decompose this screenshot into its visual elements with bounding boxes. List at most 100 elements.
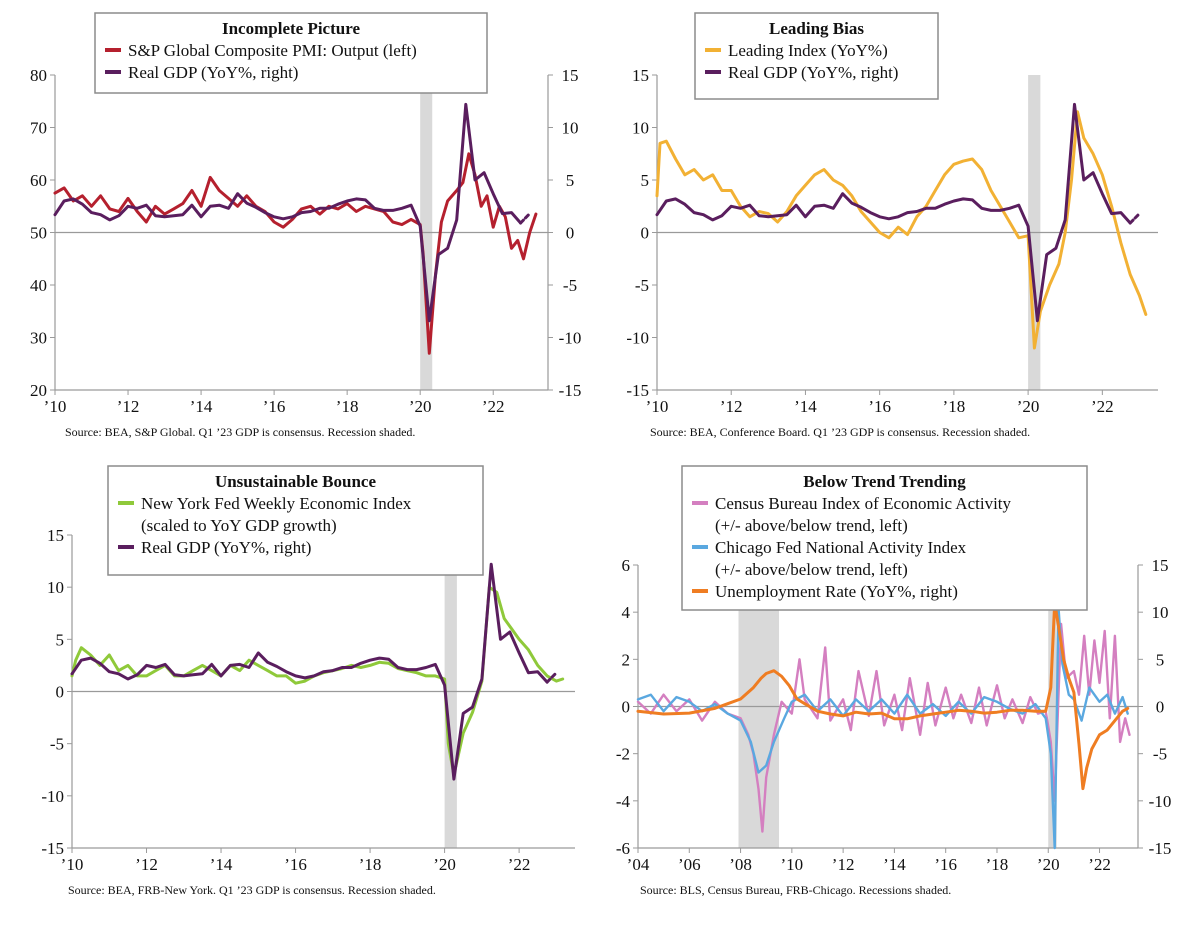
legend-box: [694, 12, 939, 100]
left-tick-label: 20: [30, 381, 47, 400]
x-tick-label: ’12: [135, 855, 158, 874]
series-line-1: [70, 585, 565, 777]
x-tick-label: ’16: [868, 397, 891, 416]
legend-label: (+/- above/below trend, left): [715, 516, 908, 535]
series-line-2: [655, 102, 1132, 323]
right-tick-label: -10: [559, 329, 582, 348]
left-tick-label: 5: [56, 630, 65, 649]
left-tick-label: 0: [641, 224, 650, 243]
left-tick-label: 60: [30, 171, 47, 190]
legend: Unsustainable Bounce New York Fed Weekly …: [107, 465, 484, 576]
legend-label: (scaled to YoY GDP growth): [141, 516, 337, 535]
legend-label: Unemployment Rate (YoY%, right): [715, 582, 958, 601]
legend-box: [94, 12, 488, 94]
x-tick-label: ’22: [508, 855, 531, 874]
left-tick-label: -6: [616, 839, 630, 858]
left-tick-label: 2: [622, 650, 631, 669]
x-tick-label: ’16: [263, 397, 286, 416]
x-tick-label: ’06: [678, 855, 701, 874]
legend-label: Leading Index (YoY%): [728, 41, 888, 60]
left-tick-label: -10: [626, 329, 649, 348]
left-tick-label: 0: [56, 683, 65, 702]
left-tick-label: -5: [50, 735, 64, 754]
chart-title: Incomplete Picture: [222, 19, 360, 38]
x-tick-label: ’14: [190, 397, 213, 416]
legend-label: S&P Global Composite PMI: Output (left): [128, 41, 417, 60]
left-tick-label: -4: [616, 792, 631, 811]
left-tick-label: 15: [47, 526, 64, 545]
right-tick-label: 10: [1152, 603, 1169, 622]
x-tick-label: ’08: [729, 855, 752, 874]
source-note: Source: BEA, S&P Global. Q1 ’23 GDP is c…: [65, 425, 415, 439]
left-tick-label: -15: [626, 381, 649, 400]
x-tick-label: ’20: [433, 855, 456, 874]
x-tick-label: ’22: [1088, 855, 1111, 874]
x-tick-label: ’18: [336, 397, 359, 416]
right-tick-label: 10: [562, 119, 579, 138]
x-tick-label: ’14: [883, 855, 906, 874]
x-tick-label: ’18: [943, 397, 966, 416]
series-line-3: [636, 601, 1130, 791]
x-tick-label: ’14: [210, 855, 233, 874]
legend-box: [107, 465, 484, 576]
x-tick-label: ’10: [61, 855, 84, 874]
left-tick-label: 0: [622, 698, 631, 717]
legend-label: New York Fed Weekly Economic Index: [141, 494, 412, 513]
series-line-2: [70, 562, 549, 781]
left-tick-label: 6: [622, 556, 631, 575]
legend-box: [681, 465, 1088, 611]
x-tick-label: ’14: [794, 397, 817, 416]
right-tick-label: 5: [566, 171, 575, 190]
series-line-1: [636, 622, 1131, 833]
right-tick-label: 0: [1156, 698, 1165, 717]
left-tick-label: 10: [632, 119, 649, 138]
legend: Leading Bias Leading Index (YoY%) Real GDP…: [694, 12, 939, 100]
legend-label: Chicago Fed National Activity Index: [715, 538, 967, 557]
x-tick-label: ’18: [986, 855, 1009, 874]
x-tick-label: ’12: [720, 397, 743, 416]
left-tick-label: -10: [41, 787, 64, 806]
right-tick-label: 0: [566, 224, 575, 243]
x-tick-label: ’10: [44, 397, 67, 416]
right-tick-label: 15: [562, 66, 579, 85]
legend-label: Real GDP (YoY%, right): [128, 63, 298, 82]
chart-title: Below Trend Trending: [803, 472, 966, 491]
x-tick-label: ’16: [934, 855, 957, 874]
x-tick-label: ’20: [409, 397, 432, 416]
right-tick-label: -15: [559, 381, 582, 400]
left-tick-label: -5: [635, 276, 649, 295]
x-tick-label: ’12: [832, 855, 855, 874]
x-tick-label: ’22: [1091, 397, 1114, 416]
x-tick-label: ’10: [781, 855, 804, 874]
source-note: Source: BEA, Conference Board. Q1 ’23 GD…: [650, 425, 1030, 439]
source-note: Source: BLS, Census Bureau, FRB-Chicago.…: [640, 883, 951, 897]
right-tick-label: -15: [1149, 839, 1172, 858]
series-line-2: [53, 102, 523, 323]
left-tick-label: 70: [30, 119, 47, 138]
x-tick-label: ’20: [1037, 855, 1060, 874]
left-tick-label: 40: [30, 276, 47, 295]
right-tick-label: -5: [563, 276, 577, 295]
left-tick-label: 30: [30, 329, 47, 348]
series-line-3: [1128, 212, 1141, 225]
right-tick-label: 15: [1152, 556, 1169, 575]
x-tick-label: ’20: [1017, 397, 1040, 416]
x-tick-label: ’10: [646, 397, 669, 416]
chart-title: Leading Bias: [769, 19, 864, 38]
chart-title: Unsustainable Bounce: [215, 472, 377, 491]
right-tick-label: -10: [1149, 792, 1172, 811]
x-tick-label: ’18: [359, 855, 382, 874]
chart-panel-2: -15 -10 -5 0 5 10 15 ’10 ’12 ’14 ’16 ’18 ’20 ’22 Leadi…: [626, 12, 1158, 439]
left-tick-label: -15: [41, 839, 64, 858]
left-tick-label: 50: [30, 224, 47, 243]
x-tick-label: ’12: [117, 397, 140, 416]
chart-panel-3: -15 -10 -5 0 5 10 15 ’10 ’12 ’14 ’16 ’18 ’20 ’22 Unsus…: [41, 465, 575, 897]
legend-label: Real GDP (YoY%, right): [728, 63, 898, 82]
legend: Below Trend Trending Census Bureau Index …: [681, 465, 1088, 611]
left-tick-label: 4: [622, 603, 631, 622]
legend-label: Census Bureau Index of Economic Activity: [715, 494, 1012, 513]
series-line-1: [655, 110, 1148, 350]
chart-panel-4: -6 -4 -2 0 2 4 6 -15 -10 -5 0 5 10 15 ’04 ’06 ’08 ’10 ’12 ’…: [616, 465, 1172, 897]
